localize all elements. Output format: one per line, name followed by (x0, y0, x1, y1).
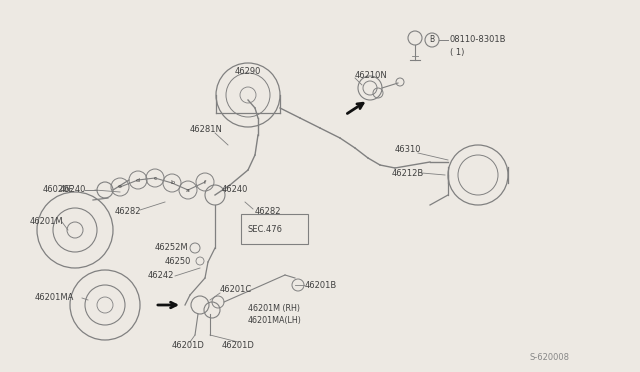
Text: 46282: 46282 (255, 208, 282, 217)
Text: 46281N: 46281N (190, 125, 223, 135)
Text: 46212B: 46212B (392, 169, 424, 177)
Text: ( 1): ( 1) (450, 48, 465, 57)
Text: B: B (429, 35, 435, 45)
Text: e: e (118, 185, 122, 189)
Text: c: c (153, 176, 157, 180)
Text: 46290: 46290 (235, 67, 261, 77)
Text: 46201D: 46201D (172, 340, 205, 350)
Text: 08110-8301B: 08110-8301B (450, 35, 506, 45)
Text: 46210N: 46210N (355, 71, 388, 80)
Text: 46250: 46250 (165, 257, 191, 266)
FancyBboxPatch shape (241, 214, 308, 244)
Text: 46201B: 46201B (305, 280, 337, 289)
Text: 46020F: 46020F (43, 186, 74, 195)
Text: 46240: 46240 (60, 186, 86, 195)
Text: 46201M (RH): 46201M (RH) (248, 304, 300, 312)
Text: 46242: 46242 (148, 272, 174, 280)
Text: 46201D: 46201D (222, 340, 255, 350)
Text: S-620008: S-620008 (530, 353, 570, 362)
Text: 46282: 46282 (115, 208, 141, 217)
Text: b: b (170, 180, 174, 186)
Text: a: a (186, 187, 190, 192)
Text: 46201MA(LH): 46201MA(LH) (248, 315, 302, 324)
Text: 46201M: 46201M (30, 218, 63, 227)
Text: f: f (204, 180, 206, 185)
Text: 46201C: 46201C (220, 285, 252, 295)
Text: SEC.476: SEC.476 (248, 225, 283, 234)
Text: d: d (136, 177, 140, 183)
Text: 46252M: 46252M (155, 244, 189, 253)
Text: 46310: 46310 (395, 145, 422, 154)
Text: 46201MA: 46201MA (35, 294, 74, 302)
Text: 46240: 46240 (222, 186, 248, 195)
